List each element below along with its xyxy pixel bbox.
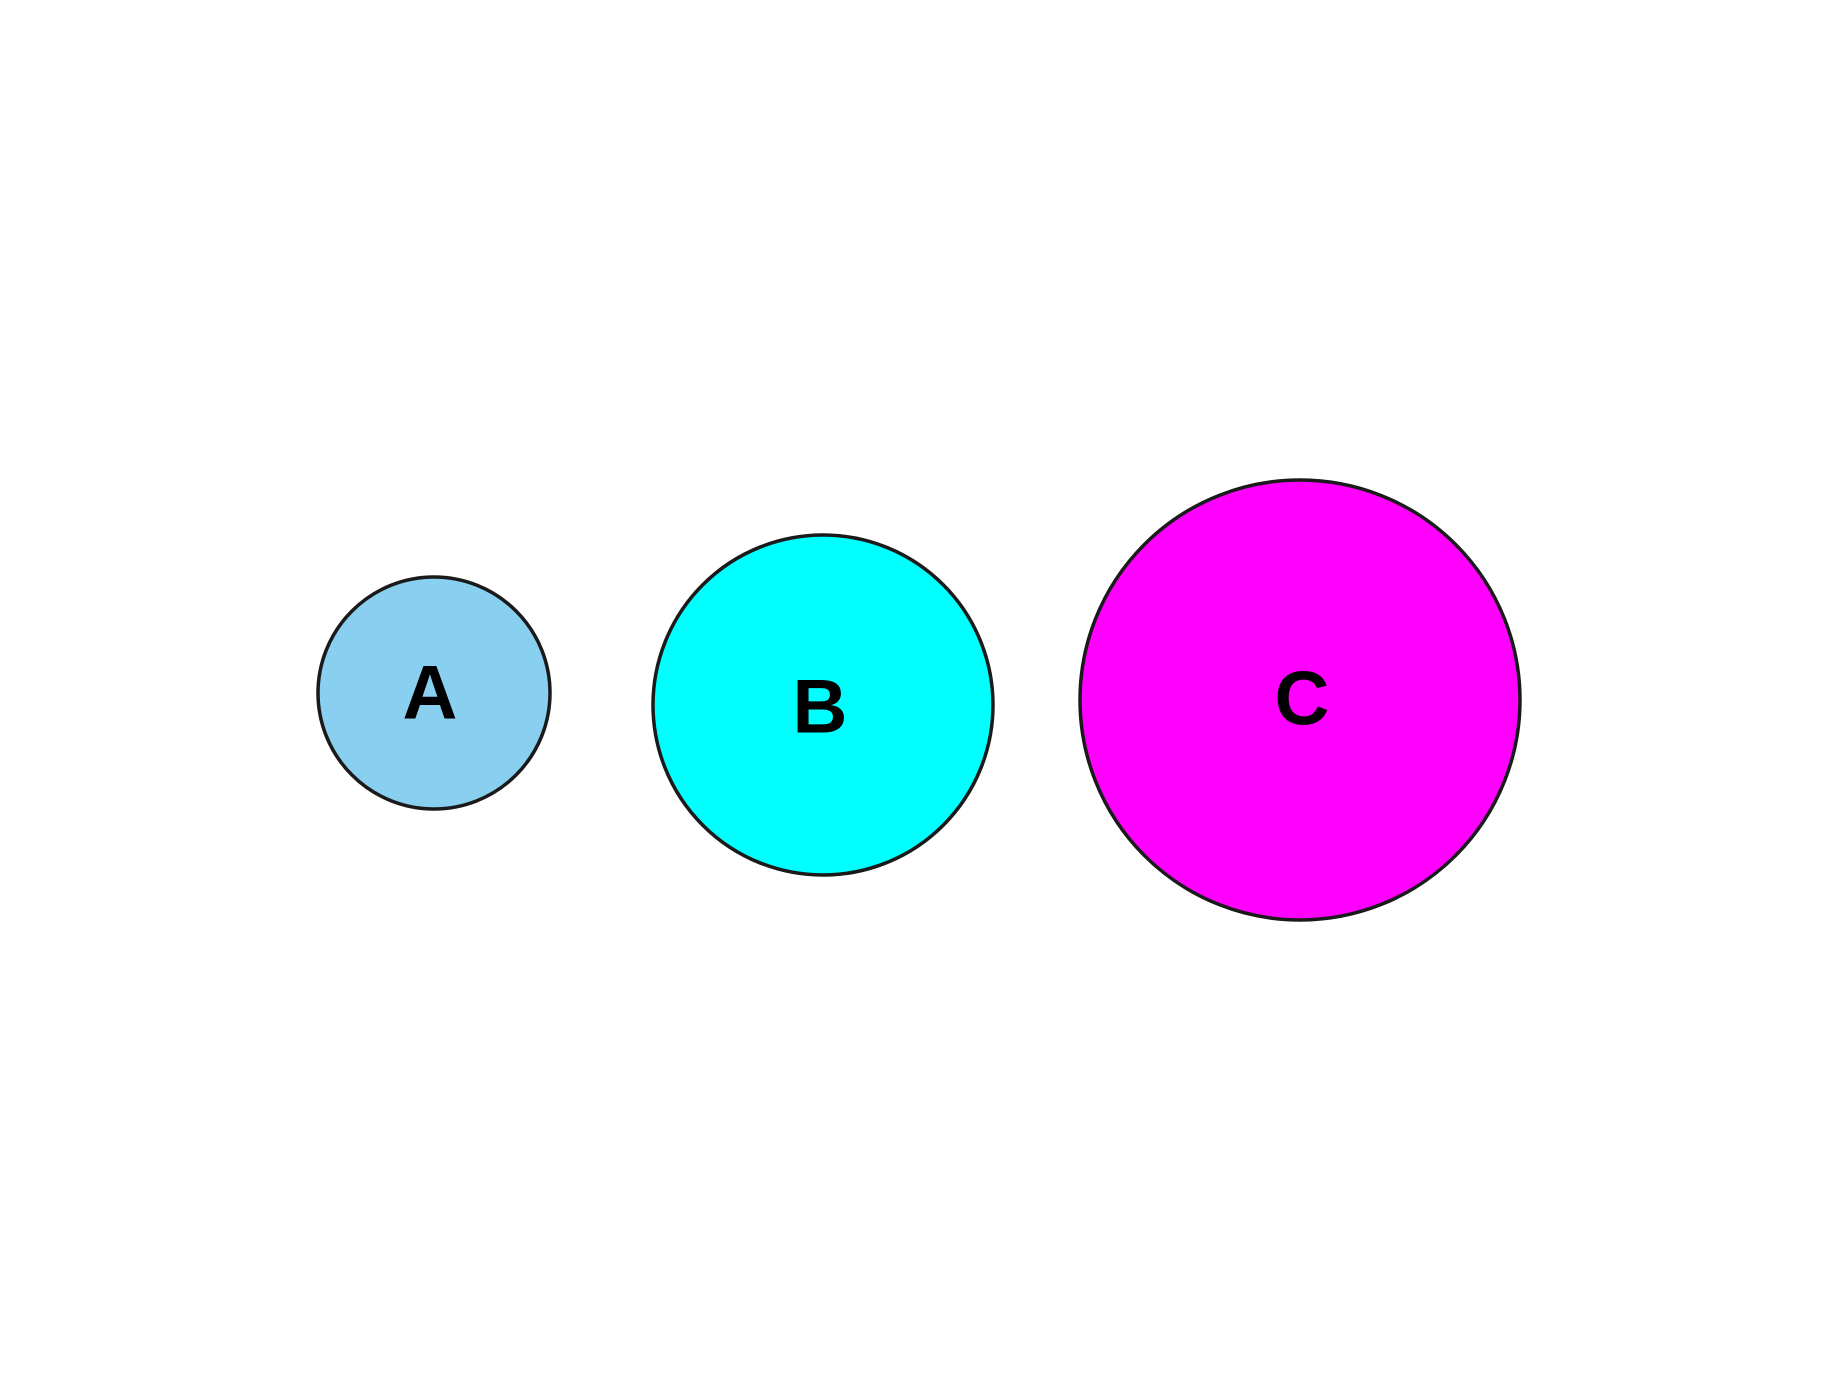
circle-b: B bbox=[651, 533, 995, 877]
circle-b-label: B bbox=[793, 665, 848, 750]
circle-a-shape bbox=[316, 575, 552, 811]
circle-c: C bbox=[1078, 478, 1522, 922]
circle-c-label: C bbox=[1275, 657, 1330, 742]
circle-a-label: A bbox=[403, 651, 458, 736]
circle-b-shape bbox=[651, 533, 995, 877]
circle-a: A bbox=[316, 575, 552, 811]
circle-c-shape bbox=[1078, 478, 1522, 922]
